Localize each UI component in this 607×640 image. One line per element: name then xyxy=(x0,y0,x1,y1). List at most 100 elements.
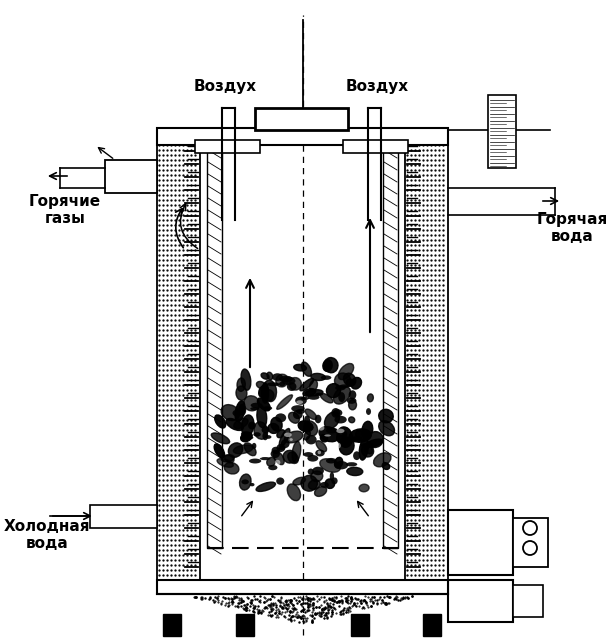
Ellipse shape xyxy=(275,460,280,465)
Ellipse shape xyxy=(285,431,303,443)
Ellipse shape xyxy=(336,429,345,433)
Bar xyxy=(163,614,181,636)
Ellipse shape xyxy=(311,373,325,381)
Bar xyxy=(448,580,513,622)
Ellipse shape xyxy=(277,395,293,410)
Ellipse shape xyxy=(304,415,310,424)
Ellipse shape xyxy=(279,446,285,450)
Ellipse shape xyxy=(267,372,273,380)
Bar xyxy=(236,614,254,636)
Ellipse shape xyxy=(347,397,356,404)
Ellipse shape xyxy=(294,364,307,371)
Ellipse shape xyxy=(277,429,285,438)
Ellipse shape xyxy=(233,445,253,454)
Bar xyxy=(423,614,441,636)
Ellipse shape xyxy=(296,401,303,404)
Ellipse shape xyxy=(344,373,356,386)
Bar xyxy=(90,505,157,528)
Ellipse shape xyxy=(256,381,265,388)
Ellipse shape xyxy=(273,451,284,465)
Ellipse shape xyxy=(379,410,393,423)
Ellipse shape xyxy=(242,415,254,436)
Ellipse shape xyxy=(237,378,245,392)
Ellipse shape xyxy=(260,457,271,460)
Ellipse shape xyxy=(362,421,373,438)
Bar xyxy=(351,614,369,636)
Ellipse shape xyxy=(291,405,305,412)
Ellipse shape xyxy=(211,433,229,444)
Bar xyxy=(343,140,408,153)
Text: Горячая
вода: Горячая вода xyxy=(537,212,607,244)
Ellipse shape xyxy=(337,427,353,447)
Ellipse shape xyxy=(350,429,371,442)
Ellipse shape xyxy=(353,451,361,460)
Ellipse shape xyxy=(240,474,251,490)
Ellipse shape xyxy=(326,458,336,463)
Ellipse shape xyxy=(366,408,371,415)
Ellipse shape xyxy=(334,373,351,388)
Ellipse shape xyxy=(241,433,252,442)
Ellipse shape xyxy=(244,443,256,456)
Ellipse shape xyxy=(320,435,328,442)
Ellipse shape xyxy=(257,398,270,411)
Ellipse shape xyxy=(267,382,280,386)
Ellipse shape xyxy=(224,463,239,474)
Ellipse shape xyxy=(283,451,297,463)
Ellipse shape xyxy=(338,364,354,380)
Ellipse shape xyxy=(305,390,323,396)
Ellipse shape xyxy=(271,447,280,454)
Ellipse shape xyxy=(226,419,243,431)
Ellipse shape xyxy=(312,467,324,476)
Ellipse shape xyxy=(305,409,317,419)
Ellipse shape xyxy=(268,424,279,433)
Ellipse shape xyxy=(282,377,296,385)
Ellipse shape xyxy=(347,467,363,476)
Ellipse shape xyxy=(347,379,354,386)
Ellipse shape xyxy=(318,426,324,431)
Ellipse shape xyxy=(320,394,333,403)
Bar xyxy=(488,95,516,168)
Ellipse shape xyxy=(310,380,317,391)
Ellipse shape xyxy=(351,378,362,389)
Ellipse shape xyxy=(221,455,234,462)
Ellipse shape xyxy=(338,392,345,402)
Ellipse shape xyxy=(221,404,239,420)
Ellipse shape xyxy=(348,390,356,399)
Ellipse shape xyxy=(217,459,233,467)
Bar xyxy=(448,510,513,575)
Ellipse shape xyxy=(248,422,256,429)
Ellipse shape xyxy=(296,409,305,414)
Ellipse shape xyxy=(316,441,327,452)
Ellipse shape xyxy=(293,410,303,419)
Ellipse shape xyxy=(379,420,395,436)
Ellipse shape xyxy=(271,417,282,431)
Ellipse shape xyxy=(362,444,374,457)
Bar xyxy=(157,130,200,583)
Ellipse shape xyxy=(367,394,373,402)
Ellipse shape xyxy=(281,439,290,448)
Ellipse shape xyxy=(287,484,300,500)
Ellipse shape xyxy=(308,395,319,400)
Ellipse shape xyxy=(307,455,318,461)
Ellipse shape xyxy=(325,412,339,429)
Ellipse shape xyxy=(315,393,323,396)
Circle shape xyxy=(523,541,537,555)
Ellipse shape xyxy=(334,458,343,468)
Ellipse shape xyxy=(250,407,259,410)
Ellipse shape xyxy=(324,435,331,436)
Ellipse shape xyxy=(315,449,325,456)
Ellipse shape xyxy=(323,360,332,371)
Ellipse shape xyxy=(331,408,340,418)
Ellipse shape xyxy=(293,477,305,485)
Ellipse shape xyxy=(359,484,369,492)
Ellipse shape xyxy=(382,463,390,470)
Ellipse shape xyxy=(252,443,256,449)
Ellipse shape xyxy=(311,471,323,481)
Ellipse shape xyxy=(304,452,313,457)
Ellipse shape xyxy=(356,430,365,440)
Ellipse shape xyxy=(334,416,347,424)
Ellipse shape xyxy=(373,453,391,467)
Bar xyxy=(405,130,448,583)
Ellipse shape xyxy=(263,390,274,401)
Ellipse shape xyxy=(348,400,356,410)
